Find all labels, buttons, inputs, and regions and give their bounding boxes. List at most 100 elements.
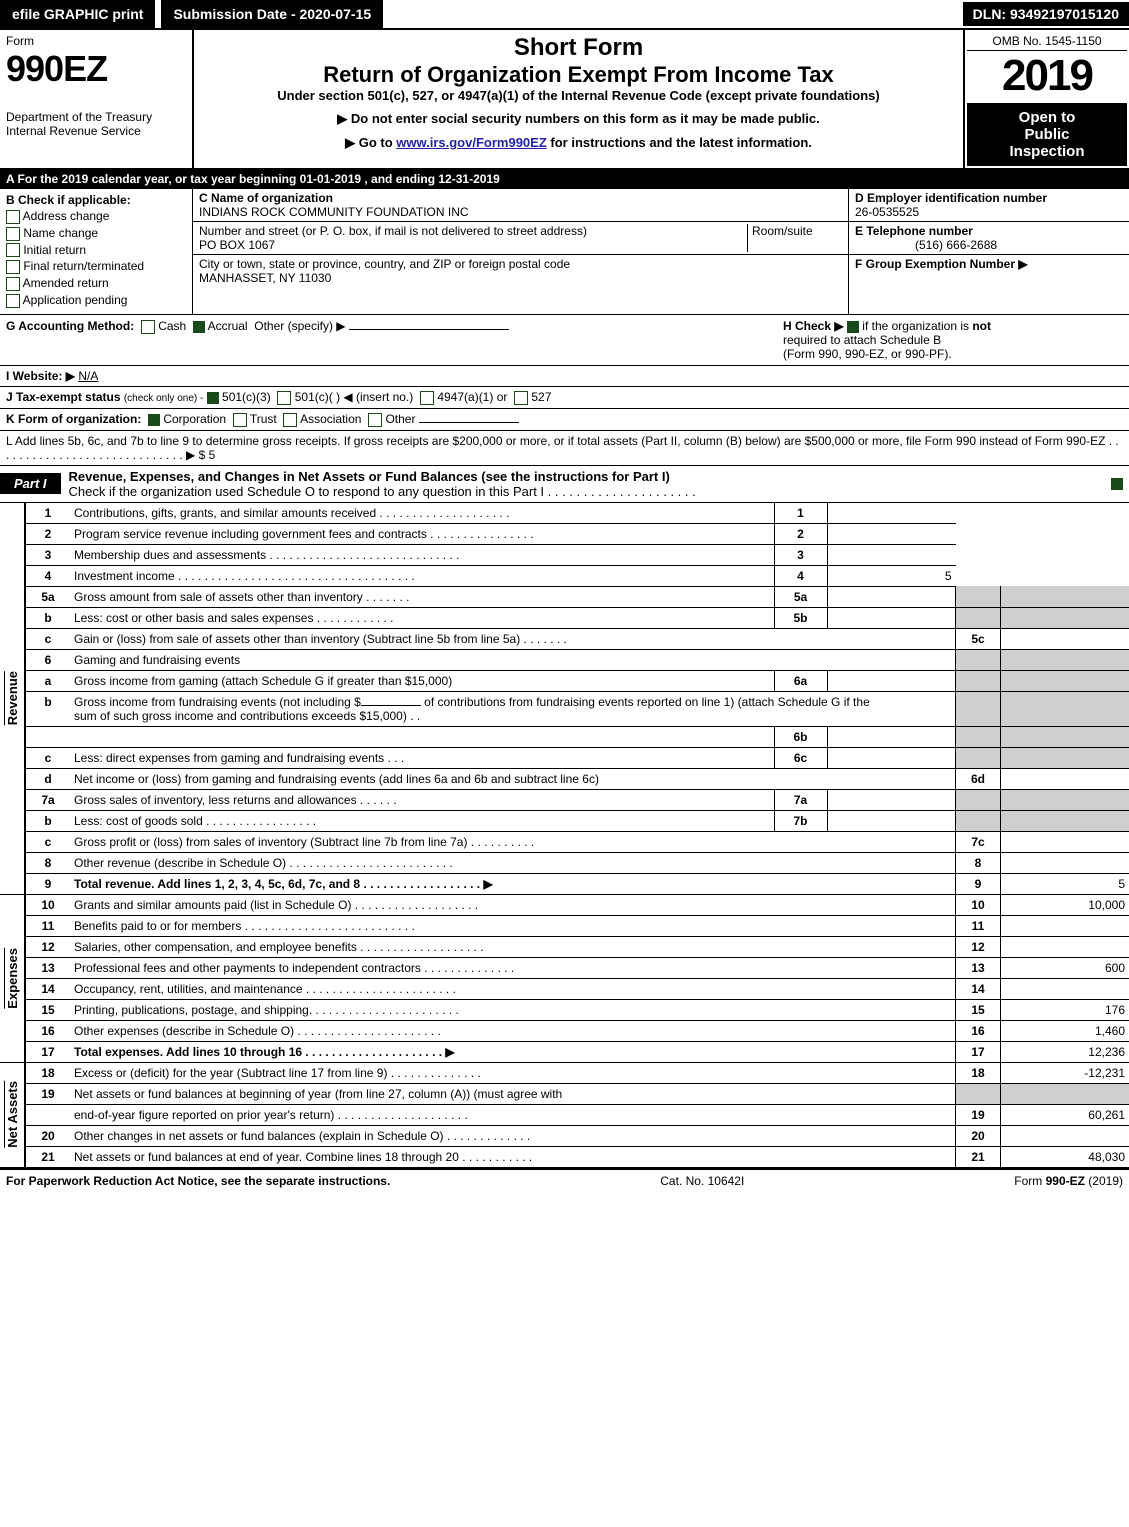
part1-title: Revenue, Expenses, and Changes in Net As… xyxy=(69,469,670,484)
line-15: 15Printing, publications, postage, and s… xyxy=(26,999,1129,1020)
c-city-value: MANHASSET, NY 11030 xyxy=(199,271,331,285)
row-i: I Website: ▶ N/A xyxy=(0,366,1129,387)
row-a-text: A For the 2019 calendar year, or tax yea… xyxy=(6,172,500,186)
k-other-box[interactable] xyxy=(368,413,382,427)
short-form-title: Short Form xyxy=(200,34,957,62)
part1-header: Part I Revenue, Expenses, and Changes in… xyxy=(0,466,1129,503)
g-accrual-box[interactable] xyxy=(193,321,205,333)
k-corp-box[interactable] xyxy=(148,414,160,426)
part1-check[interactable] xyxy=(1111,478,1123,490)
j-501c-box[interactable] xyxy=(277,391,291,405)
line-20: 20Other changes in net assets or fund ba… xyxy=(26,1125,1129,1146)
k-other-input[interactable] xyxy=(419,422,519,423)
i-value: N/A xyxy=(78,369,98,383)
line-19b: end-of-year figure reported on prior yea… xyxy=(26,1104,1129,1125)
j-sub: (check only one) - xyxy=(124,393,203,404)
form-label: Form xyxy=(6,34,186,48)
col-c: C Name of organization INDIANS ROCK COMM… xyxy=(193,189,849,314)
main-title: Return of Organization Exempt From Incom… xyxy=(200,62,957,88)
line-5b: bLess: cost or other basis and sales exp… xyxy=(26,607,1129,628)
footer-right: Form 990-EZ (2019) xyxy=(1014,1174,1123,1188)
g-cash: Cash xyxy=(158,319,186,333)
line-7a: 7aGross sales of inventory, less returns… xyxy=(26,789,1129,810)
c-name-value: INDIANS ROCK COMMUNITY FOUNDATION INC xyxy=(199,205,469,219)
line-6b-box: 6b xyxy=(26,726,1129,747)
k-assoc: Association xyxy=(300,412,361,426)
d-label: D Employer identification number xyxy=(855,191,1047,205)
h-check[interactable] xyxy=(847,321,859,333)
c-city-label: City or town, state or province, country… xyxy=(199,257,570,271)
e-value: (516) 666-2688 xyxy=(855,238,997,252)
row-j: J Tax-exempt status (check only one) - 5… xyxy=(0,387,1129,409)
line-6b: b Gross income from fundraising events (… xyxy=(26,691,1129,726)
chk-amended[interactable]: Amended return xyxy=(6,276,186,291)
page-footer: For Paperwork Reduction Act Notice, see … xyxy=(0,1168,1129,1192)
line-8: 8Other revenue (describe in Schedule O) … xyxy=(26,852,1129,873)
g-cash-box[interactable] xyxy=(141,320,155,334)
netassets-section: Net Assets 18Excess or (deficit) for the… xyxy=(0,1063,1129,1168)
line-12: 12Salaries, other compensation, and empl… xyxy=(26,936,1129,957)
line-3: 3Membership dues and assessments . . . .… xyxy=(26,544,1129,565)
form-header: Form 990EZ Department of the Treasury In… xyxy=(0,30,1129,170)
k-other: Other xyxy=(385,412,415,426)
submission-date-button[interactable]: Submission Date - 2020-07-15 xyxy=(161,0,383,28)
line-6d: dNet income or (loss) from gaming and fu… xyxy=(26,768,1129,789)
expenses-label: Expenses xyxy=(4,948,20,1009)
k-corp: Corporation xyxy=(163,412,226,426)
line-21: 21Net assets or fund balances at end of … xyxy=(26,1146,1129,1167)
line-1: 1Contributions, gifts, grants, and simil… xyxy=(26,503,1129,524)
c-name-label: C Name of organization xyxy=(199,191,333,205)
line-6c: cLess: direct expenses from gaming and f… xyxy=(26,747,1129,768)
chk-name-change[interactable]: Name change xyxy=(6,226,186,241)
line-10: 10Grants and similar amounts paid (list … xyxy=(26,895,1129,916)
h-text2: required to attach Schedule B xyxy=(783,333,941,347)
efile-print-button[interactable]: efile GRAPHIC print xyxy=(0,0,155,28)
g-other-input[interactable] xyxy=(349,329,509,330)
part1-tag: Part I xyxy=(0,473,61,494)
ssn-warning: ▶ Do not enter social security numbers o… xyxy=(200,111,957,127)
k-assoc-box[interactable] xyxy=(283,413,297,427)
irs-link[interactable]: www.irs.gov/Form990EZ xyxy=(396,135,547,150)
g-label: G Accounting Method: xyxy=(6,319,134,333)
dept-treasury: Department of the Treasury xyxy=(6,110,186,124)
h-not: not xyxy=(972,319,991,333)
line-7c: cGross profit or (loss) from sales of in… xyxy=(26,831,1129,852)
row-a: A For the 2019 calendar year, or tax yea… xyxy=(0,170,1129,189)
c-room-label: Room/suite xyxy=(752,224,813,238)
row-gh: G Accounting Method: Cash Accrual Other … xyxy=(0,315,1129,366)
chk-initial-return[interactable]: Initial return xyxy=(6,243,186,258)
row-l: L Add lines 5b, 6c, and 7b to line 9 to … xyxy=(0,431,1129,466)
j-501c3-box[interactable] xyxy=(207,392,219,404)
j-4947-box[interactable] xyxy=(420,391,434,405)
j-label: J Tax-exempt status xyxy=(6,390,121,404)
chk-address-change[interactable]: Address change xyxy=(6,209,186,224)
line-17: 17Total expenses. Add lines 10 through 1… xyxy=(26,1041,1129,1062)
footer-left: For Paperwork Reduction Act Notice, see … xyxy=(6,1174,390,1188)
goto-post: for instructions and the latest informat… xyxy=(550,135,811,150)
6b-amount-input[interactable] xyxy=(361,705,421,706)
footer-cat: Cat. No. 10642I xyxy=(390,1174,1014,1188)
b-title: B Check if applicable: xyxy=(6,193,186,207)
f-label: F Group Exemption Number ▶ xyxy=(855,257,1028,271)
open-public-box: Open to Public Inspection xyxy=(967,103,1127,166)
line-19a: 19Net assets or fund balances at beginni… xyxy=(26,1083,1129,1104)
chk-final-return[interactable]: Final return/terminated xyxy=(6,259,186,274)
block-bcde: B Check if applicable: Address change Na… xyxy=(0,189,1129,315)
j-4947: 4947(a)(1) or xyxy=(437,390,507,404)
line-16: 16Other expenses (describe in Schedule O… xyxy=(26,1020,1129,1041)
g-other: Other (specify) ▶ xyxy=(254,319,345,333)
j-527-box[interactable] xyxy=(514,391,528,405)
revenue-label: Revenue xyxy=(4,671,20,725)
line-14: 14Occupancy, rent, utilities, and mainte… xyxy=(26,978,1129,999)
line-13: 13Professional fees and other payments t… xyxy=(26,957,1129,978)
chk-app-pending[interactable]: Application pending xyxy=(6,293,186,308)
line-18: 18Excess or (deficit) for the year (Subt… xyxy=(26,1063,1129,1084)
subtitle: Under section 501(c), 527, or 4947(a)(1)… xyxy=(200,88,957,103)
e-label: E Telephone number xyxy=(855,224,973,238)
expenses-section: Expenses 10Grants and similar amounts pa… xyxy=(0,895,1129,1063)
k-trust-box[interactable] xyxy=(233,413,247,427)
d-value: 26-0535525 xyxy=(855,205,919,219)
dept-irs: Internal Revenue Service xyxy=(6,124,186,138)
h-text3: (Form 990, 990-EZ, or 990-PF). xyxy=(783,347,952,361)
top-toolbar: efile GRAPHIC print Submission Date - 20… xyxy=(0,0,1129,30)
